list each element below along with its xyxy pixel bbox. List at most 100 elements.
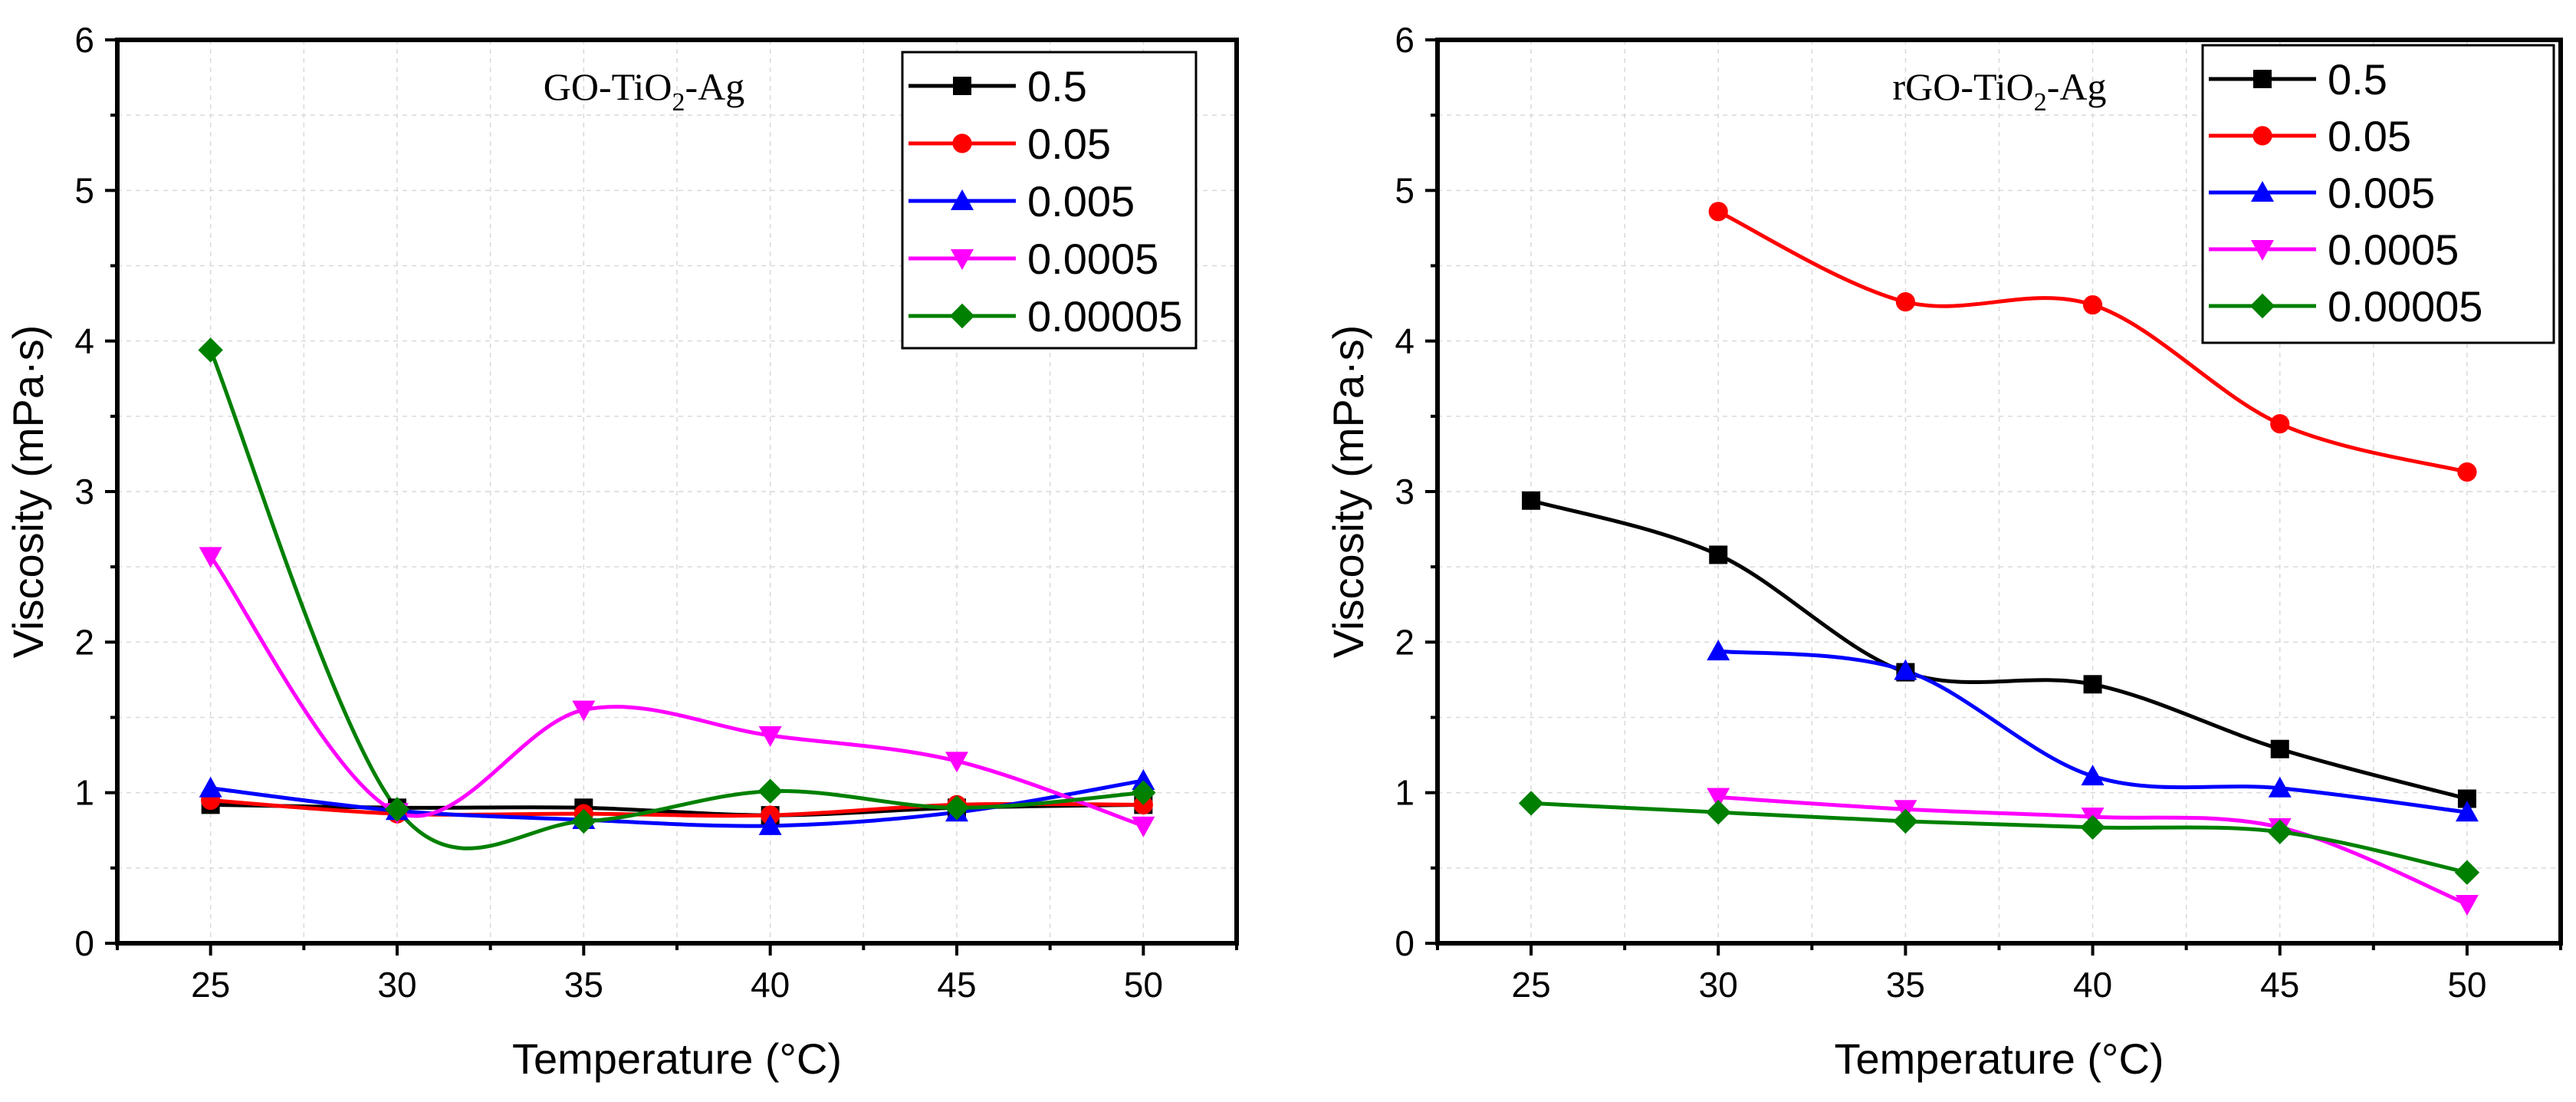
point-0.00005-35	[1893, 808, 1918, 834]
point-0.00005-50	[1131, 780, 1156, 805]
point-0.00005-40	[2080, 814, 2105, 840]
legend-item-0.005: 0.005	[2209, 169, 2435, 217]
point-0.05-30	[1708, 202, 1728, 222]
legend-item-0.5: 0.5	[909, 62, 1087, 110]
legend-item-0.05: 0.05	[909, 120, 1111, 168]
x-tick-label: 50	[2447, 965, 2486, 1005]
y-tick-label: 3	[1395, 472, 1414, 512]
legend-label: 0.05	[1027, 120, 1111, 168]
legend-marker	[2251, 181, 2274, 202]
legend-label: 0.05	[2328, 112, 2411, 160]
x-tick-label: 30	[1699, 965, 1738, 1005]
legend-marker	[2251, 240, 2274, 261]
y-axis-label: Viscosity (mPa·s)	[1324, 325, 1372, 659]
y-tick-label: 0	[1395, 923, 1414, 963]
x-tick-label: 30	[377, 965, 416, 1005]
point-0.0005-50	[1132, 816, 1155, 837]
point-0.005-45	[2268, 776, 2292, 798]
point-0.0005-25	[199, 547, 222, 568]
point-0.05-35	[1895, 292, 1916, 312]
point-0.0005-35	[572, 700, 596, 722]
point-0.05-40	[2082, 294, 2103, 315]
y-tick-label: 0	[74, 923, 94, 963]
point-0.00005-35	[571, 808, 596, 834]
point-0.005-40	[2081, 765, 2104, 786]
legend-marker	[2253, 70, 2272, 88]
y-tick-label: 4	[1395, 321, 1414, 361]
point-0.0005-50	[2455, 894, 2479, 916]
point-0.00005-25	[198, 337, 223, 363]
point-0.0005-40	[758, 726, 782, 748]
x-axis-label: Temperature (°C)	[512, 1035, 842, 1083]
x-tick-label: 45	[2260, 965, 2299, 1005]
y-axis-label: Viscosity (mPa·s)	[4, 325, 52, 659]
legend-label: 0.005	[1027, 177, 1135, 225]
legend-label: 0.00005	[2328, 282, 2482, 331]
x-tick-label: 40	[2073, 965, 2112, 1005]
point-0.005-50	[2455, 801, 2479, 822]
point-0.5-25	[1522, 491, 1541, 510]
point-0.005-30	[1707, 640, 1730, 661]
legend-label: 0.5	[2328, 55, 2387, 104]
point-0.00005-45	[2267, 819, 2292, 844]
point-0.05-45	[2270, 414, 2290, 434]
series-line-0.00005	[1530, 801, 2468, 875]
point-0.00005-30	[384, 797, 410, 822]
grid	[1438, 40, 2561, 943]
y-tick-label: 3	[74, 472, 94, 512]
chart-title: GO-TiO2-Ag	[544, 65, 744, 117]
point-0.05-50	[2457, 462, 2477, 482]
point-0.0005-30	[1707, 788, 1730, 809]
legend-item-0.0005: 0.0005	[909, 235, 1158, 283]
x-tick-label: 35	[564, 965, 603, 1005]
x-tick-label: 50	[1124, 965, 1163, 1005]
point-0.0005-45	[945, 752, 968, 773]
legend-item-0.0005: 0.0005	[2209, 225, 2459, 274]
y-tick-label: 5	[74, 170, 94, 210]
point-0.00005-40	[757, 778, 783, 804]
legend-item-0.00005: 0.00005	[2209, 282, 2482, 331]
y-tick-label: 2	[1395, 622, 1414, 662]
legend-marker	[951, 189, 974, 210]
y-tick-label: 6	[1395, 20, 1414, 60]
legend-marker	[952, 133, 972, 153]
point-0.00005-45	[944, 795, 970, 821]
series-line-0.0005	[209, 554, 1145, 828]
legend-marker	[2249, 293, 2275, 319]
x-axis-label: Temperature (°C)	[1834, 1035, 2164, 1083]
x-tick-label: 35	[1886, 965, 1925, 1005]
series-line-0.5	[1530, 498, 2468, 801]
legend-marker	[2252, 126, 2272, 146]
series-markers	[1518, 202, 2480, 916]
legend-item-0.5: 0.5	[2209, 55, 2387, 104]
legend: 0.5 0.05 0.005 0.0005 0.00005	[2201, 44, 2555, 344]
chart-title: rGO-TiO2-Ag	[1892, 65, 2106, 117]
point-0.5-30	[1709, 545, 1728, 564]
x-tick-label: 45	[937, 965, 976, 1005]
legend-label: 0.005	[2328, 169, 2435, 217]
point-0.005-50	[1132, 768, 1155, 790]
x-tick-label: 40	[751, 965, 790, 1005]
y-tick-label: 1	[74, 773, 94, 813]
legend-marker	[949, 303, 975, 329]
point-0.005-35	[1894, 659, 1917, 680]
legend-label: 0.5	[1027, 62, 1087, 110]
point-0.00005-25	[1518, 791, 1544, 816]
point-0.5-45	[2270, 739, 2289, 758]
x-tick-label: 25	[1511, 965, 1550, 1005]
series-markers	[198, 337, 1156, 837]
y-tick-label: 6	[74, 20, 94, 60]
y-tick-label: 2	[74, 622, 94, 662]
point-0.005-40	[758, 814, 782, 835]
legend-item-0.05: 0.05	[2209, 112, 2411, 160]
legend-item-0.00005: 0.00005	[909, 292, 1182, 340]
point-0.00005-50	[2454, 860, 2480, 885]
legend-label: 0.00005	[1027, 292, 1182, 340]
y-tick-label: 5	[1395, 170, 1414, 210]
legend-label: 0.0005	[2328, 225, 2459, 274]
